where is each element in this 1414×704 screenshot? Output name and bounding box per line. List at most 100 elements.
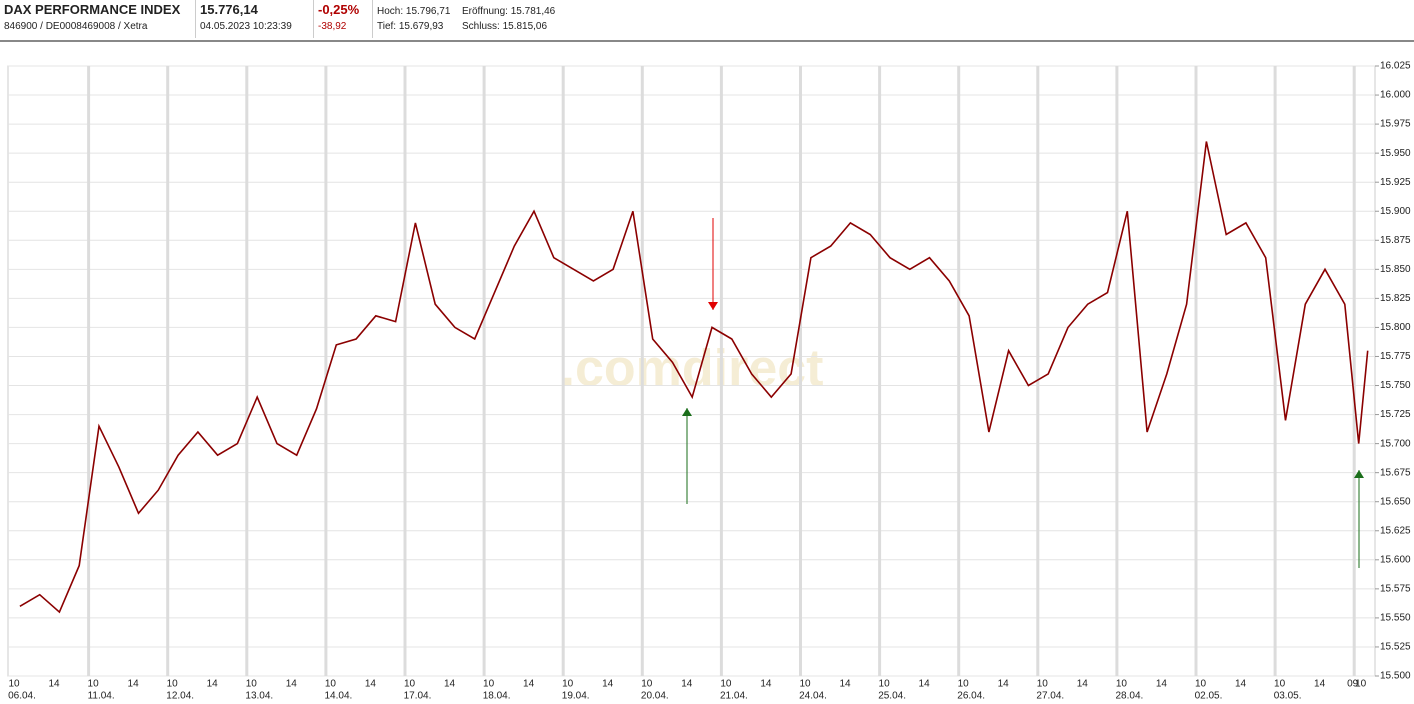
divider	[372, 0, 373, 38]
x-hour-label: 10	[562, 679, 574, 690]
x-hour-label: 10	[246, 679, 258, 690]
y-tick-label: 15.825	[1380, 293, 1411, 304]
day-separator	[324, 66, 328, 676]
x-hour-label: 14	[760, 679, 772, 690]
x-date-label: 11.04.	[88, 691, 115, 702]
change-abs: -38,92	[318, 21, 347, 32]
x-hour-label: 14	[998, 679, 1010, 690]
x-hour-label: 10	[641, 679, 653, 690]
y-tick-label: 15.850	[1380, 264, 1411, 275]
day-separator	[719, 66, 723, 676]
chart: .comdirect 15.500 15.525 15.550 15.575 15.60…	[7, 61, 1411, 702]
x-hour-label: 10	[1274, 679, 1286, 690]
x-date-label: 17.04.	[404, 691, 432, 702]
y-tick-label: 15.525	[1380, 642, 1411, 653]
day-separator	[878, 66, 882, 676]
x-hour-label: 10	[325, 679, 337, 690]
price: 15.776,14	[200, 2, 258, 17]
x-hour-label: 10	[1116, 679, 1128, 690]
y-tick-label: 15.625	[1380, 525, 1411, 536]
y-tick-label: 15.925	[1380, 177, 1411, 188]
y-tick-label: 15.550	[1380, 613, 1411, 624]
x-hour-label: 14	[48, 679, 60, 690]
divider	[313, 0, 314, 38]
y-tick-label: 15.725	[1380, 409, 1411, 420]
x-date-label: 18.04.	[483, 691, 511, 702]
signal-arrow-head	[1354, 470, 1364, 478]
x-hour-label: 14	[286, 679, 298, 690]
y-tick-label: 15.950	[1380, 148, 1411, 159]
x-hour-label: 14	[602, 679, 614, 690]
x-date-label: 06.04.	[8, 691, 36, 702]
day-separator	[799, 66, 802, 676]
day-separator	[166, 66, 170, 676]
day-separator	[1115, 66, 1119, 676]
x-hour-label: 10	[799, 679, 811, 690]
day-separator	[561, 66, 565, 676]
x-hour-label: 10	[1037, 679, 1049, 690]
y-tick-label: 15.900	[1380, 206, 1411, 217]
day-separator	[957, 66, 961, 676]
x-hour-label: 10	[167, 679, 179, 690]
x-hour-label: 10	[1195, 679, 1207, 690]
x-hour-label: 14	[919, 679, 931, 690]
signal-arrow-head	[682, 408, 692, 416]
close: Schluss: 15.815,06	[462, 21, 548, 32]
open: Eröffnung: 15.781,46	[462, 6, 556, 17]
x-date-label: 13.04.	[245, 691, 273, 702]
day-separator	[1036, 66, 1040, 676]
index-name: DAX PERFORMANCE INDEX	[4, 2, 181, 17]
signal-arrow-head	[708, 302, 718, 310]
x-date-label: 14.04.	[324, 691, 352, 702]
timestamp: 04.05.2023 10:23:39	[200, 21, 292, 32]
x-hour-label: 10	[958, 679, 970, 690]
x-date-label: 02.05.	[1195, 691, 1223, 702]
low: Tief: 15.679,93	[377, 21, 444, 32]
x-hour-label: 14	[207, 679, 219, 690]
x-date-label: 24.04.	[799, 691, 827, 702]
x-hour-label: 14	[444, 679, 456, 690]
x-date-label: 20.04.	[641, 691, 669, 702]
x-hour-label: 14	[128, 679, 140, 690]
x-hour-label: 14	[839, 679, 851, 690]
y-tick-label: 15.750	[1380, 380, 1411, 391]
y-tick-label: 15.500	[1380, 671, 1411, 682]
day-separator	[245, 66, 249, 676]
x-date-label: 19.04.	[562, 691, 590, 702]
day-separator	[640, 66, 644, 676]
x-date-label: 27.04.	[1036, 691, 1064, 702]
x-date-label: 28.04.	[1115, 691, 1143, 702]
y-tick-label: 16.025	[1380, 61, 1411, 72]
x-hour-label: 10	[8, 679, 20, 690]
day-separator	[1352, 66, 1356, 676]
watermark: .comdirect	[561, 340, 824, 398]
header-rule	[0, 40, 1414, 42]
day-separator	[482, 66, 486, 676]
x-date-label: 26.04.	[957, 691, 985, 702]
y-tick-label: 15.975	[1380, 119, 1411, 130]
change-pct: -0,25%	[318, 2, 360, 17]
x-date-label: 03.05.	[1274, 691, 1302, 702]
x-hour-label: 14	[1077, 679, 1089, 690]
x-hour-label: 09	[1347, 679, 1359, 690]
x-hour-label: 10	[483, 679, 495, 690]
y-tick-label: 15.775	[1380, 351, 1411, 362]
x-hour-label: 10	[720, 679, 732, 690]
x-date-label: 12.04.	[166, 691, 194, 702]
ids: 846900 / DE0008469008 / Xetra	[4, 21, 148, 32]
x-date-label: 21.04.	[720, 691, 748, 702]
y-tick-label: 15.875	[1380, 235, 1411, 246]
x-hour-label: 10	[404, 679, 416, 690]
day-separator	[87, 66, 91, 676]
price-line	[19, 141, 1369, 614]
x-hour-label: 10	[88, 679, 100, 690]
x-hour-label: 14	[681, 679, 693, 690]
y-tick-label: 15.650	[1380, 496, 1411, 507]
day-separator	[1273, 66, 1277, 676]
y-tick-label: 15.575	[1380, 583, 1411, 594]
x-hour-label: 14	[1235, 679, 1247, 690]
y-tick-label: 15.800	[1380, 322, 1411, 333]
day-separator	[403, 66, 407, 676]
x-hour-label: 14	[1156, 679, 1168, 690]
